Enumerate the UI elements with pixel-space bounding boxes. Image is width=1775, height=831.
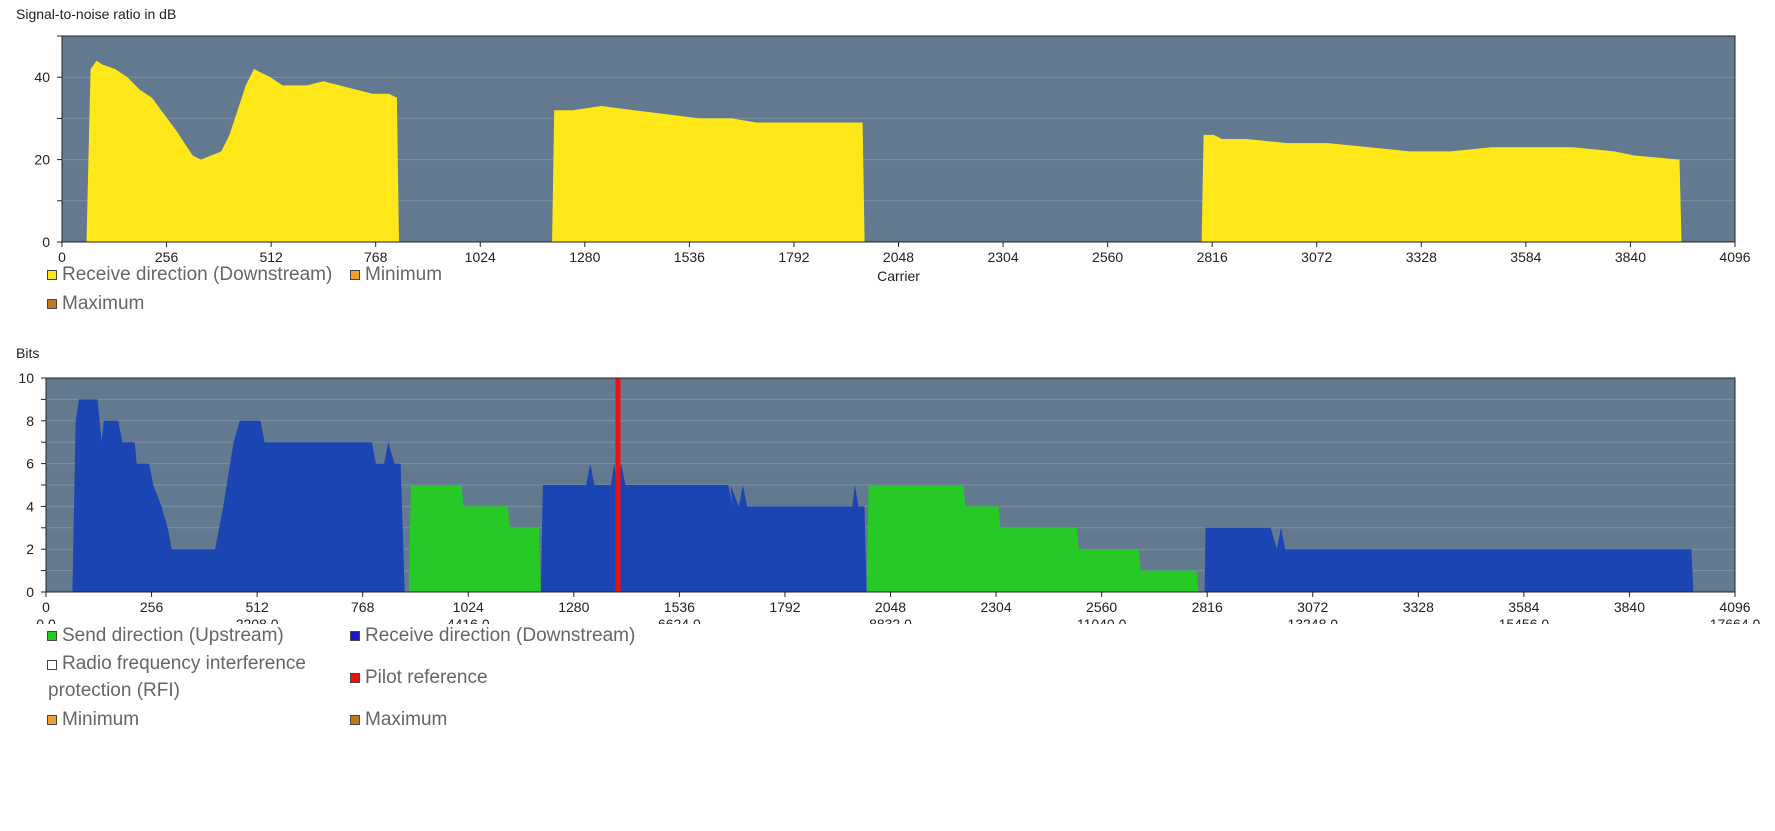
x-tick-label: 1536 — [664, 599, 695, 615]
x-tick-label: 1280 — [558, 599, 589, 615]
x-tick-label: 3072 — [1297, 599, 1328, 615]
snr-chart: 0 20 40 0 256 512 768 1024 1280 1536 1792 2048 2304 2… — [34, 35, 1751, 284]
bits-y-axis-title: Bits — [16, 345, 40, 361]
x-freq-tick-label: 17664.0 — [1710, 616, 1761, 624]
x-freq-tick-label: 11040.0 — [1077, 616, 1127, 624]
downstream-swatch — [350, 631, 360, 641]
y-tick-label: 0 — [42, 234, 50, 250]
x-freq-tick-label: 15456.0 — [1499, 616, 1550, 624]
x-tick-label: 1024 — [465, 249, 496, 265]
x-tick-label: 0 — [58, 249, 66, 265]
bits-legend-maximum-label: Maximum — [365, 709, 448, 730]
x-tick-label: 2304 — [987, 249, 1018, 265]
x-freq-tick-label: 8832.0 — [869, 616, 912, 624]
snr-legend-downstream-label: Receive direction (Downstream) — [62, 264, 333, 285]
x-tick-label: 4096 — [1719, 249, 1750, 265]
x-freq-tick-label: 4416.0 — [447, 616, 490, 624]
x-tick-label: 2048 — [875, 599, 906, 615]
area-segment — [1201, 134, 1682, 242]
y-tick-label: 0 — [26, 584, 34, 600]
bits-legend-minimum-label: Minimum — [62, 709, 140, 730]
x-freq-tick-label: 13248.0 — [1287, 616, 1338, 624]
y-tick-label: 40 — [34, 69, 50, 85]
minimum-swatch — [350, 270, 360, 280]
x-tick-label: 4096 — [1719, 599, 1750, 615]
maximum-swatch — [350, 715, 360, 725]
bits-legend-downstream[interactable]: Receive direction (Downstream) — [350, 621, 635, 650]
x-tick-label: 0 — [42, 599, 50, 615]
bits-legend-minimum[interactable]: Minimum — [47, 705, 139, 734]
snr-legend-downstream[interactable]: Receive direction (Downstream) — [47, 260, 332, 289]
snr-legend-maximum-label: Maximum — [62, 293, 145, 314]
area-segment — [552, 106, 865, 242]
bits-legend-upstream[interactable]: Send direction (Upstream) — [47, 621, 284, 650]
bits-legend-rfi-label: Radio frequency interference protection … — [48, 653, 306, 701]
maximum-swatch — [47, 299, 57, 309]
x-tick-label: 3840 — [1615, 249, 1646, 265]
minimum-swatch — [47, 715, 57, 725]
y-tick-label: 6 — [26, 456, 34, 472]
x-tick-label: 3328 — [1403, 599, 1434, 615]
snr-y-axis-title: Signal-to-noise ratio in dB — [16, 6, 177, 22]
x-tick-label: 256 — [155, 249, 179, 265]
area-segment — [866, 485, 1199, 592]
x-tick-label: 1792 — [769, 599, 800, 615]
bits-legend-pilot-label: Pilot reference — [365, 667, 488, 688]
x-tick-label: 1792 — [778, 249, 809, 265]
bits-legend-downstream-label: Receive direction (Downstream) — [365, 625, 636, 646]
x-tick-label: 2816 — [1192, 599, 1223, 615]
bits-legend-pilot[interactable]: Pilot reference — [350, 663, 488, 692]
x-tick-label: 1536 — [674, 249, 705, 265]
x-tick-label: 2816 — [1197, 249, 1228, 265]
y-tick-label: 8 — [26, 413, 34, 429]
x-tick-label: 512 — [245, 599, 269, 615]
x-tick-label: 3584 — [1508, 599, 1539, 615]
area-segment — [86, 60, 399, 243]
area-segment — [540, 463, 867, 592]
rfi-swatch — [47, 660, 57, 670]
snr-legend: Receive direction (Downstream) Minimum M… — [47, 260, 747, 330]
x-tick-label: 256 — [140, 599, 164, 615]
bits-legend-rfi[interactable]: Radio frequency interference protection … — [47, 650, 317, 704]
snr-legend-maximum[interactable]: Maximum — [47, 289, 144, 318]
y-tick-label: 10 — [18, 370, 34, 386]
x-freq-tick-label: 0.0 — [36, 616, 56, 624]
bits-chart: 0 2 4 6 8 10 0 256 512 768 1024 1280 1536 1792 2048 230… — [18, 370, 1761, 624]
x-tick-label: 3584 — [1510, 249, 1541, 265]
x-axis-title: Carrier — [877, 268, 920, 284]
x-tick-label: 768 — [364, 249, 388, 265]
downstream-swatch — [47, 270, 57, 280]
x-tick-label: 2048 — [883, 249, 914, 265]
bits-legend: Send direction (Upstream) Receive direct… — [47, 621, 747, 741]
x-tick-label: 2560 — [1092, 249, 1123, 265]
upstream-swatch — [47, 631, 57, 641]
x-freq-tick-label: 2208.0 — [236, 616, 279, 624]
bits-legend-maximum[interactable]: Maximum — [350, 705, 447, 734]
x-tick-label: 3072 — [1301, 249, 1332, 265]
x-tick-label: 1024 — [453, 599, 484, 615]
x-tick-label: 3328 — [1406, 249, 1437, 265]
x-tick-label: 1280 — [569, 249, 600, 265]
area-segment — [408, 485, 541, 592]
x-tick-label: 2304 — [980, 599, 1011, 615]
pilot-swatch — [350, 673, 360, 683]
y-tick-label: 2 — [26, 541, 34, 557]
x-tick-label: 3840 — [1614, 599, 1645, 615]
x-tick-label: 768 — [351, 599, 375, 615]
x-tick-label: 512 — [259, 249, 283, 265]
x-tick-label: 2560 — [1086, 599, 1117, 615]
bits-legend-upstream-label: Send direction (Upstream) — [62, 625, 284, 646]
snr-legend-minimum[interactable]: Minimum — [350, 260, 442, 289]
x-freq-tick-label: 6624.0 — [658, 616, 701, 624]
y-tick-label: 20 — [34, 152, 50, 168]
area-segment — [1204, 527, 1694, 592]
area-segment — [72, 399, 405, 592]
snr-legend-minimum-label: Minimum — [365, 264, 443, 285]
y-tick-label: 4 — [26, 498, 34, 514]
